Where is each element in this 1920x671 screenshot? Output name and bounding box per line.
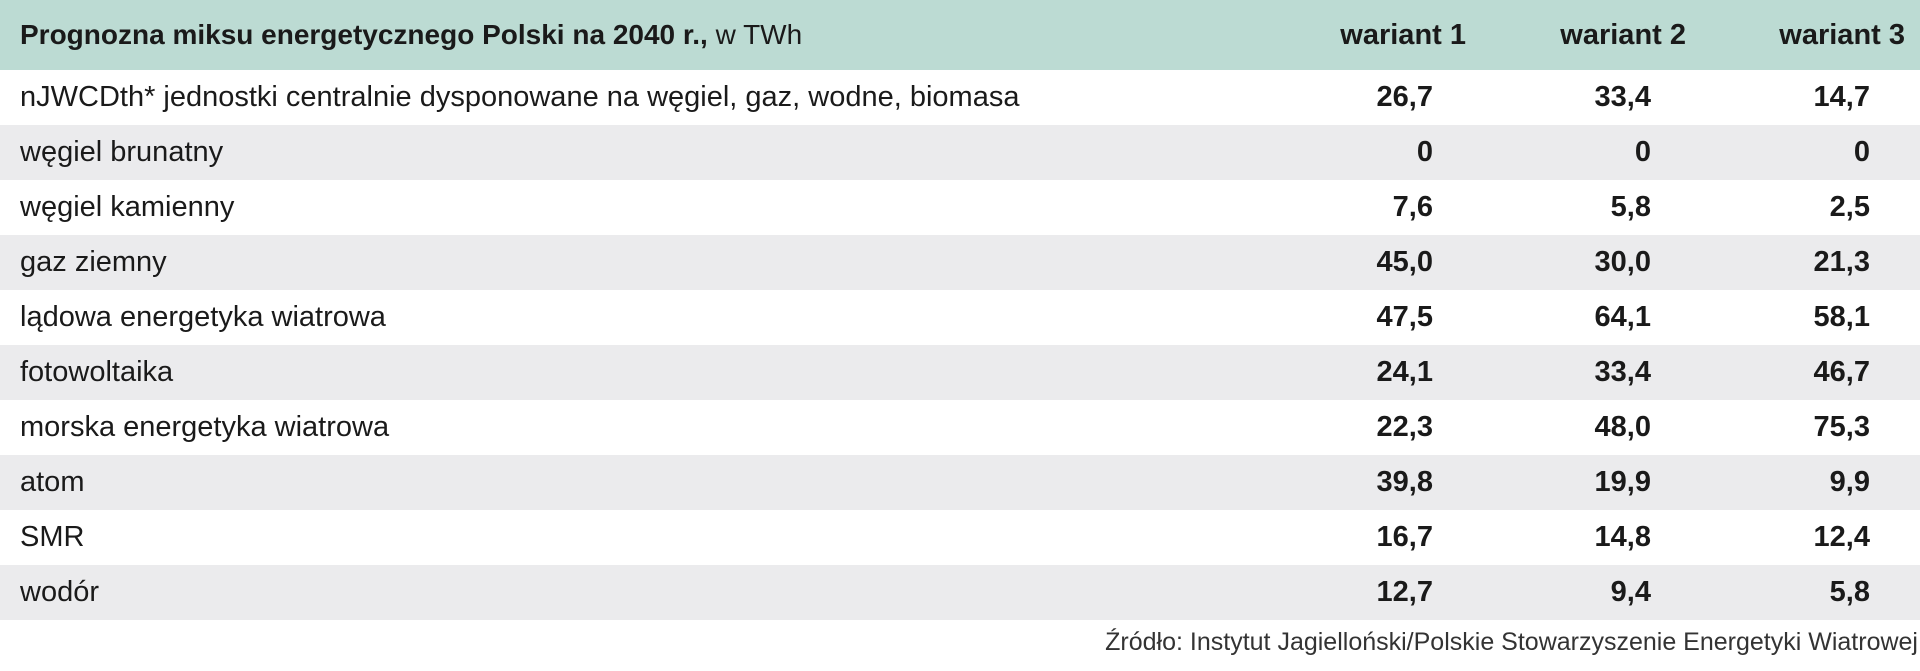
value-cell: 9,9: [1829, 466, 1870, 498]
row-label: węgiel kamienny: [20, 191, 235, 223]
row-label: morska energetyka wiatrowa: [20, 411, 390, 443]
row-label: fotowoltaika: [20, 356, 174, 388]
value-cell: 33,4: [1594, 81, 1651, 113]
row-label: lądowa energetyka wiatrowa: [20, 301, 386, 333]
table-row: lądowa energetyka wiatrowa 47,5 64,1 58,1: [0, 290, 1920, 345]
column-header: wariant 3: [1779, 18, 1905, 51]
row-label: nJWCDth* jednostki centralnie dysponowan…: [20, 81, 1020, 113]
table-row: SMR 16,7 14,8 12,4: [0, 510, 1920, 565]
value-cell: 48,0: [1594, 411, 1651, 443]
row-label: wodór: [20, 576, 99, 608]
table-row: nJWCDth* jednostki centralnie dysponowan…: [0, 70, 1920, 125]
value-cell: 26,7: [1376, 81, 1433, 113]
table-header: Prognozna miksu energetycznego Polski na…: [0, 0, 1920, 70]
row-label: gaz ziemny: [20, 246, 167, 278]
column-header: wariant 2: [1560, 18, 1686, 51]
header-title: Prognozna miksu energetycznego Polski na…: [20, 0, 802, 70]
table-row: fotowoltaika 24,1 33,4 46,7: [0, 345, 1920, 400]
value-cell: 0: [1416, 136, 1433, 168]
column-header: wariant 1: [1340, 18, 1466, 51]
source-note: Źródło: Instytut Jagielloński/Polskie St…: [1105, 628, 1918, 656]
value-cell: 12,7: [1376, 576, 1433, 608]
value-cell: 30,0: [1594, 246, 1651, 278]
value-cell: 21,3: [1813, 246, 1870, 278]
value-cell: 19,9: [1594, 466, 1651, 498]
table-row: gaz ziemny 45,0 30,0 21,3: [0, 235, 1920, 290]
value-cell: 14,8: [1594, 521, 1651, 553]
value-cell: 58,1: [1813, 301, 1870, 333]
table-row: wodór 12,7 9,4 5,8: [0, 565, 1920, 620]
value-cell: 64,1: [1594, 301, 1651, 333]
table-row: węgiel brunatny 0 0 0: [0, 125, 1920, 180]
value-cell: 46,7: [1813, 356, 1870, 388]
value-cell: 7,6: [1392, 191, 1433, 223]
value-cell: 39,8: [1376, 466, 1433, 498]
value-cell: 0: [1634, 136, 1651, 168]
title-unit: w TWh: [715, 19, 803, 50]
table-row: węgiel kamienny 7,6 5,8 2,5: [0, 180, 1920, 235]
value-cell: 16,7: [1376, 521, 1433, 553]
value-cell: 33,4: [1594, 356, 1651, 388]
value-cell: 47,5: [1376, 301, 1433, 333]
value-cell: 12,4: [1813, 521, 1870, 553]
value-cell: 45,0: [1376, 246, 1433, 278]
row-label: atom: [20, 466, 85, 498]
value-cell: 24,1: [1376, 356, 1433, 388]
value-cell: 75,3: [1813, 411, 1870, 443]
value-cell: 5,8: [1610, 191, 1651, 223]
value-cell: 22,3: [1376, 411, 1433, 443]
row-label: węgiel brunatny: [20, 136, 224, 168]
value-cell: 5,8: [1829, 576, 1870, 608]
row-label: SMR: [20, 521, 85, 553]
value-cell: 2,5: [1829, 191, 1870, 223]
title-main: Prognozna miksu energetycznego Polski na…: [20, 19, 708, 50]
table-row: morska energetyka wiatrowa 22,3 48,0 75,3: [0, 400, 1920, 455]
value-cell: 0: [1853, 136, 1870, 168]
value-cell: 9,4: [1610, 576, 1651, 608]
value-cell: 14,7: [1813, 81, 1870, 113]
table-row: atom 39,8 19,9 9,9: [0, 455, 1920, 510]
